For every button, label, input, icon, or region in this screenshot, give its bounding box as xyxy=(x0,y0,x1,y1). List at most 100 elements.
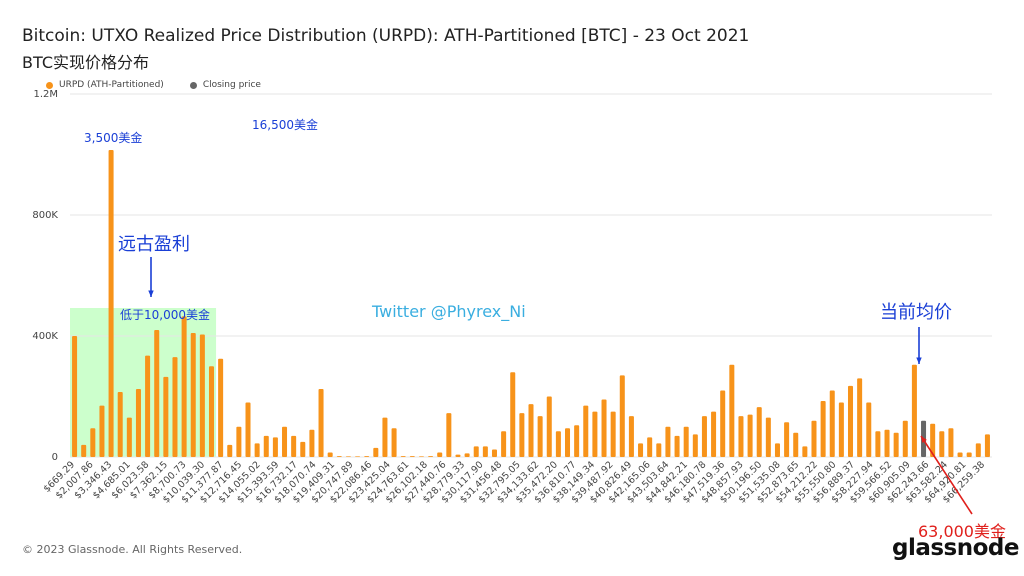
bar xyxy=(428,456,434,457)
bar xyxy=(199,334,205,457)
bar xyxy=(537,416,543,457)
bar xyxy=(218,358,224,457)
bar xyxy=(829,390,835,457)
bar xyxy=(272,437,278,457)
annotation-16500: 16,500美金 xyxy=(252,118,318,132)
bar xyxy=(756,407,762,457)
bar xyxy=(400,456,406,457)
bar xyxy=(984,434,990,457)
bar xyxy=(628,416,634,457)
arrow-current-average xyxy=(916,327,922,364)
bar xyxy=(90,428,96,457)
bar xyxy=(172,357,178,457)
bar xyxy=(391,428,397,457)
bar xyxy=(501,431,507,457)
bar xyxy=(145,355,151,457)
bar xyxy=(692,434,698,457)
annotation-3500: 3,500美金 xyxy=(84,131,143,145)
annotation-below-10000: 低于10,000美金 xyxy=(120,308,210,322)
bar xyxy=(784,422,790,457)
bar xyxy=(683,426,689,457)
bar xyxy=(911,364,917,457)
annotation-ancient-profit: 远古盈利 xyxy=(118,234,190,255)
bar xyxy=(418,456,424,457)
bar xyxy=(665,426,671,457)
bar xyxy=(966,452,972,457)
bar xyxy=(81,444,87,457)
bar xyxy=(382,417,388,457)
bar xyxy=(647,437,653,457)
bar xyxy=(975,443,981,457)
bar xyxy=(939,431,945,457)
legend-item-urpd[interactable]: URPD (ATH-Partitioned) xyxy=(46,80,164,90)
legend-swatch-closing xyxy=(189,81,197,89)
bar xyxy=(565,428,571,457)
arrow-ancient-profit xyxy=(148,257,154,297)
y-tick-label: 0 xyxy=(52,452,58,463)
bar xyxy=(930,423,936,457)
bar xyxy=(208,366,215,457)
bar xyxy=(464,453,470,457)
bar xyxy=(336,456,342,457)
bar xyxy=(720,390,726,457)
bar xyxy=(902,420,908,457)
bar xyxy=(747,414,753,457)
glassnode-logo: glassnode xyxy=(892,535,1020,561)
bar xyxy=(793,432,799,457)
bar xyxy=(72,336,78,457)
bar xyxy=(117,391,123,457)
watermark-twitter: Twitter @Phyrex_Ni xyxy=(372,302,526,321)
bar xyxy=(857,378,863,457)
bar xyxy=(820,401,826,457)
legend-swatch-urpd xyxy=(46,81,53,89)
bar xyxy=(948,428,954,457)
copyright-footer: © 2023 Glassnode. All Rights Reserved. xyxy=(22,543,243,556)
chart-subtitle: BTC实现价格分布 xyxy=(22,53,149,72)
bar xyxy=(811,420,817,457)
bar xyxy=(601,399,607,457)
bar xyxy=(473,446,479,457)
bar xyxy=(510,372,516,457)
bar xyxy=(619,375,625,457)
bar xyxy=(373,447,379,457)
bar xyxy=(610,411,616,457)
legend-item-closing[interactable]: Closing price xyxy=(189,80,261,90)
bar xyxy=(738,416,744,457)
bar xyxy=(875,431,881,457)
chart-title: Bitcoin: UTXO Realized Price Distributio… xyxy=(22,26,750,46)
bar xyxy=(528,404,534,457)
bar xyxy=(282,426,288,457)
bar xyxy=(884,429,890,457)
annotation-current-average: 当前均价 xyxy=(880,302,952,323)
bar xyxy=(437,452,443,457)
bar xyxy=(327,452,333,457)
bar xyxy=(957,452,963,457)
bar xyxy=(802,446,808,457)
bar xyxy=(774,443,780,457)
bar xyxy=(135,388,141,457)
annotation-63000: 63,000美金 xyxy=(918,522,1006,541)
bar xyxy=(838,402,844,457)
bar xyxy=(154,329,160,457)
bar xyxy=(674,435,680,457)
bar xyxy=(300,441,306,457)
bar xyxy=(236,426,242,457)
bar xyxy=(455,454,461,457)
bar xyxy=(263,435,269,457)
arrow-63000 xyxy=(920,435,973,515)
bar xyxy=(446,413,452,457)
bar xyxy=(190,332,196,457)
bar xyxy=(729,364,735,457)
bar xyxy=(592,411,598,457)
bar xyxy=(519,413,525,457)
bar xyxy=(227,444,233,457)
bar xyxy=(355,456,361,457)
y-tick-label: 1.2M xyxy=(33,89,58,100)
legend-label-urpd: URPD (ATH-Partitioned) xyxy=(59,80,164,90)
bar xyxy=(491,449,497,457)
bar xyxy=(866,402,872,457)
legend-label-closing: Closing price xyxy=(202,80,261,90)
bar xyxy=(656,443,662,457)
bar xyxy=(99,405,105,457)
